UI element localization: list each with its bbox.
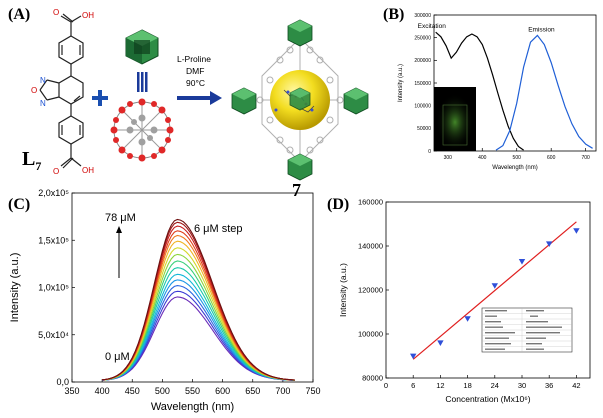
y-tick-label: 250000	[414, 35, 431, 41]
mof-cage-icon	[231, 19, 369, 181]
y-tick-label: 1,0x10⁵	[38, 283, 69, 293]
x-tick-label: 300	[444, 155, 453, 161]
data-point	[491, 283, 498, 289]
x-tick-label: 550	[185, 386, 200, 396]
ring-o: O	[31, 86, 37, 95]
conc-min-label: 0 μM	[105, 351, 130, 363]
reaction-arrow-icon	[177, 91, 222, 105]
vial-photo	[434, 87, 476, 151]
series-label-excitation: Excitation	[418, 23, 447, 30]
x-axis-label: Concentration (Mx10⁶)	[445, 394, 530, 404]
x-tick-label: 12	[436, 381, 444, 390]
x-tick-label: 700	[275, 386, 290, 396]
y-tick-label: 200000	[414, 58, 431, 64]
y-tick-label: 0	[428, 149, 431, 155]
y-tick-label: 50000	[417, 126, 431, 132]
conc-max-label: 78 μM	[105, 212, 136, 224]
series-line-excitation	[435, 31, 524, 151]
y-tick-label: 2,0x10⁵	[38, 188, 69, 198]
cooh-bottom-o: O	[53, 167, 59, 176]
y-tick-label: 300000	[414, 13, 431, 19]
chart-b-plot: 300 400 500 600 700 0 50000 100000 150000 200000 2…	[398, 13, 597, 171]
panel-b-label: (B)	[383, 6, 405, 23]
x-axis-label: Wavelength (nm)	[492, 165, 537, 171]
x-tick-label: 18	[463, 381, 471, 390]
y-tick-label: 0,0	[56, 377, 69, 387]
x-tick-label: 30	[518, 381, 526, 390]
data-point	[464, 316, 471, 322]
y-axis-label: Intensity (a.u.)	[398, 64, 404, 102]
ligand-label: L7	[22, 148, 41, 173]
ring-n-bottom: N	[40, 99, 46, 108]
data-point	[546, 241, 553, 247]
y-tick-label: 160000	[358, 198, 383, 207]
condition-3: 90°C	[186, 78, 205, 88]
condition-1: L-Proline	[177, 54, 211, 64]
panel-c-label: (C)	[8, 196, 31, 213]
x-axis-label: Wavelength (nm)	[151, 401, 234, 413]
condition-2: DMF	[186, 66, 204, 76]
cooh-top-o: O	[53, 8, 59, 17]
ring-n-top: N	[40, 76, 46, 85]
concentration-arrow-icon	[116, 226, 122, 278]
cooh-top-oh: OH	[82, 11, 94, 20]
data-point	[410, 353, 417, 360]
panel-a-label: (A)	[8, 6, 31, 23]
step-label: 6 μM step	[194, 223, 243, 235]
y-tick-label: 1,5x10⁵	[38, 235, 69, 245]
y-axis-label: Intensity (a.u.)	[338, 263, 348, 317]
x-tick-label: 500	[513, 155, 522, 161]
plus-icon	[92, 90, 108, 106]
data-point	[573, 228, 580, 234]
x-tick-label: 0	[384, 381, 388, 390]
x-tick-label: 6	[411, 381, 415, 390]
series-label-emission: Emission	[528, 26, 555, 33]
y-axis-label: Intensity (a.u.)	[9, 253, 21, 323]
x-tick-label: 36	[545, 381, 553, 390]
x-tick-label: 750	[305, 386, 320, 396]
x-tick-label: 600	[547, 155, 556, 161]
x-tick-label: 400	[478, 155, 487, 161]
y-tick-label: 100000	[414, 103, 431, 109]
spectrum-line	[102, 218, 295, 381]
ligand-structure	[39, 13, 84, 169]
x-tick-label: 400	[95, 386, 110, 396]
x-tick-label: 600	[215, 386, 230, 396]
x-tick-label: 42	[572, 381, 580, 390]
equivalence-icon	[137, 72, 148, 92]
y-tick-label: 120000	[358, 286, 383, 295]
synthesis-scheme: OH O N O N OH O L7	[22, 8, 369, 200]
y-tick-label: 140000	[358, 242, 383, 251]
x-tick-label: 700	[581, 155, 590, 161]
data-point	[437, 340, 444, 346]
series-line-emission	[495, 34, 593, 151]
x-tick-label: 500	[155, 386, 170, 396]
panel-d-label: (D)	[327, 196, 350, 213]
data-point	[518, 259, 526, 265]
zr-cluster-icon	[125, 29, 159, 65]
x-tick-label: 350	[64, 386, 79, 396]
y-tick-label: 150000	[414, 81, 431, 87]
y-tick-label: 5,0x10⁴	[38, 330, 69, 340]
x-tick-label: 24	[491, 381, 499, 390]
product-label: 7	[292, 180, 301, 200]
zr6-ball-stick-icon	[110, 98, 174, 162]
y-tick-label: 100000	[358, 330, 383, 339]
x-tick-label: 450	[125, 386, 140, 396]
fit-stats-inset	[481, 307, 573, 353]
x-tick-label: 650	[245, 386, 260, 396]
y-tick-label: 80000	[362, 374, 383, 383]
cooh-bottom-oh: OH	[82, 166, 94, 175]
